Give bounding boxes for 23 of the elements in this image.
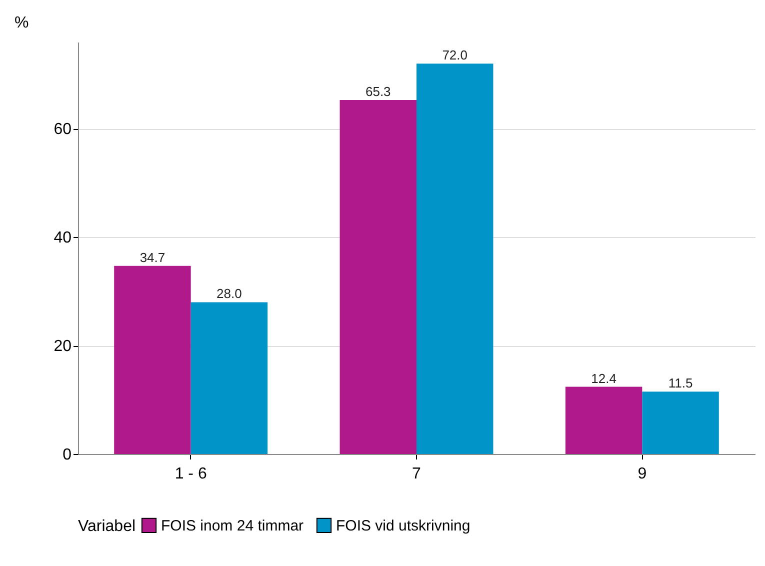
y-axis-title: %: [14, 14, 29, 32]
y-tick-label: 40: [54, 230, 72, 247]
bar: [114, 266, 191, 454]
x-tick-label: 9: [638, 466, 647, 482]
data-label: 12.4: [591, 370, 616, 386]
y-tick-label: 0: [62, 446, 72, 464]
x-tick-label: 7: [412, 466, 422, 482]
bar: [416, 64, 494, 454]
data-label: 34.7: [140, 250, 166, 265]
data-label: 72.0: [442, 48, 468, 63]
data-label: 65.3: [365, 84, 391, 100]
y-tick-label: 60: [54, 121, 72, 138]
bar: [642, 392, 719, 454]
bar: [340, 100, 416, 454]
y-tick-label: 20: [54, 338, 72, 356]
data-label: 11.5: [668, 376, 693, 391]
bar: [565, 386, 642, 454]
bar: [190, 302, 268, 454]
legend-title: Variabel: [78, 518, 136, 535]
x-tick-label: 1 - 6: [174, 466, 207, 482]
legend-label: FOIS inom 24 timmar: [161, 517, 304, 534]
data-label: 28.0: [216, 286, 242, 302]
legend-label: FOIS vid utskrivning: [336, 517, 470, 534]
